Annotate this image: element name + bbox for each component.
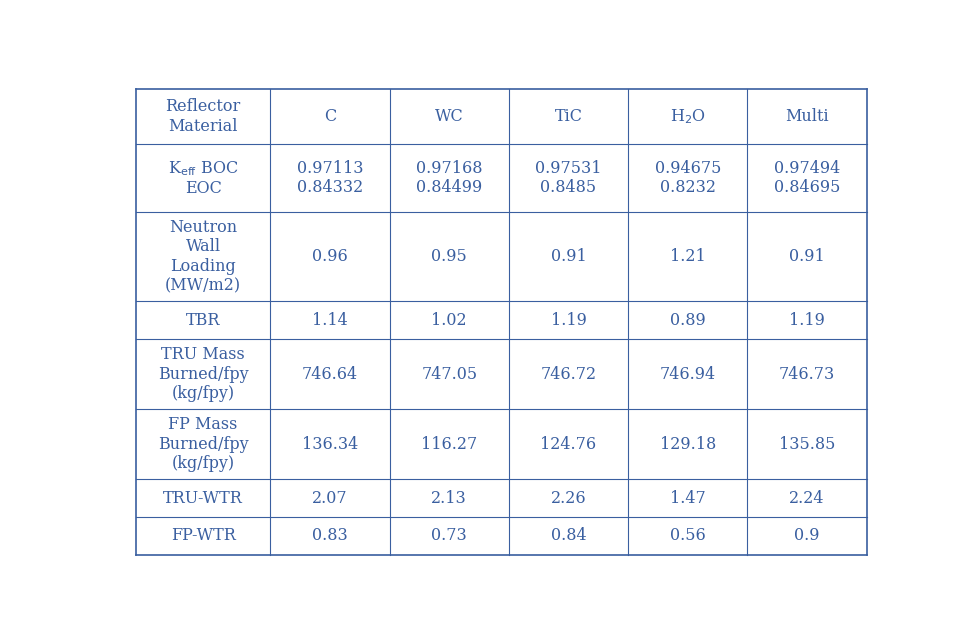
Text: 0.9: 0.9 [793,527,819,544]
Text: 0.97168
0.84499: 0.97168 0.84499 [415,160,482,196]
Text: 1.47: 1.47 [669,490,704,506]
Text: 0.73: 0.73 [431,527,467,544]
Text: 0.84: 0.84 [550,527,586,544]
Text: TBR: TBR [186,312,220,329]
Text: 2.26: 2.26 [550,490,586,506]
Text: TRU Mass
Burned/fpy
(kg/fpy): TRU Mass Burned/fpy (kg/fpy) [157,346,248,403]
Text: Neutron
Wall
Loading
(MW/m2): Neutron Wall Loading (MW/m2) [165,218,241,294]
Text: 0.89: 0.89 [669,312,704,329]
Text: TiC: TiC [554,108,582,125]
Text: 129.18: 129.18 [658,436,715,453]
Text: 1.14: 1.14 [312,312,348,329]
Text: 0.96: 0.96 [312,248,348,265]
Text: 746.64: 746.64 [302,366,358,383]
Text: 746.72: 746.72 [540,366,596,383]
Text: 136.34: 136.34 [302,436,358,453]
Text: C: C [323,108,336,125]
Text: 116.27: 116.27 [421,436,477,453]
Text: 1.02: 1.02 [431,312,467,329]
Text: 0.97113
0.84332: 0.97113 0.84332 [297,160,363,196]
Text: 1.21: 1.21 [669,248,704,265]
Text: TRU-WTR: TRU-WTR [163,490,243,506]
Text: 0.56: 0.56 [669,527,704,544]
Text: WC: WC [435,108,463,125]
Text: 0.97531
0.8485: 0.97531 0.8485 [534,160,601,196]
Text: H$_2$O: H$_2$O [669,107,705,126]
Text: 0.91: 0.91 [550,248,586,265]
Text: 0.95: 0.95 [431,248,467,265]
Text: 746.73: 746.73 [778,366,834,383]
Text: 0.97494
0.84695: 0.97494 0.84695 [773,160,839,196]
Text: 0.94675
0.8232: 0.94675 0.8232 [654,160,720,196]
Text: 2.07: 2.07 [312,490,348,506]
Text: 0.91: 0.91 [788,248,824,265]
Text: 0.83: 0.83 [312,527,348,544]
Text: 1.19: 1.19 [550,312,586,329]
Text: 747.05: 747.05 [421,366,477,383]
Text: FP Mass
Burned/fpy
(kg/fpy): FP Mass Burned/fpy (kg/fpy) [157,416,248,473]
Text: K$_{\rm eff}$ BOC
EOC: K$_{\rm eff}$ BOC EOC [168,159,238,197]
Text: 2.24: 2.24 [788,490,824,506]
Text: 2.13: 2.13 [431,490,467,506]
Text: FP-WTR: FP-WTR [171,527,235,544]
Text: 135.85: 135.85 [778,436,834,453]
Text: Reflector
Material: Reflector Material [165,98,240,135]
Text: 1.19: 1.19 [788,312,824,329]
Text: 124.76: 124.76 [540,436,596,453]
Text: Multi: Multi [785,108,828,125]
Text: 746.94: 746.94 [659,366,715,383]
